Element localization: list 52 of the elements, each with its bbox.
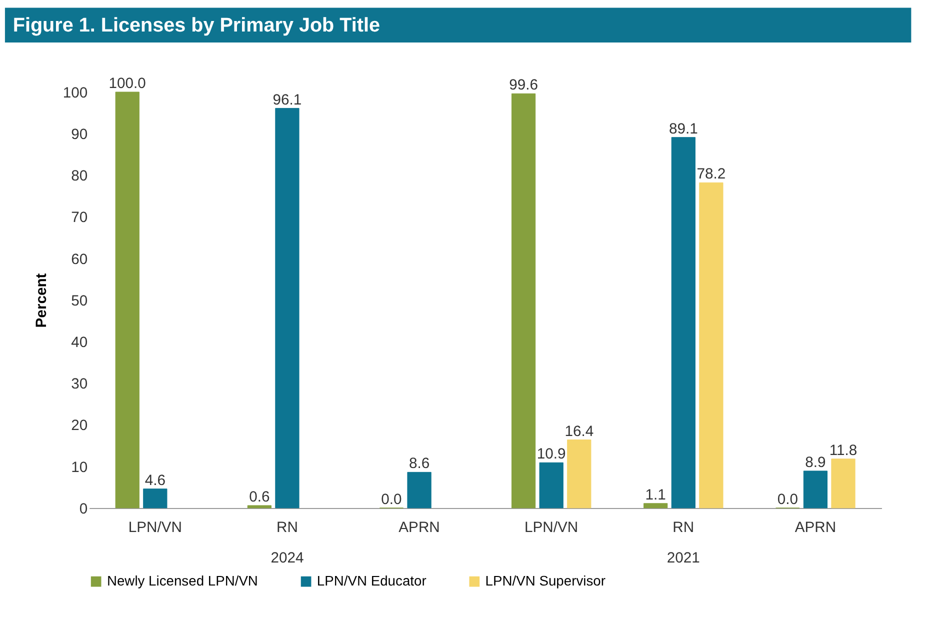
y-tick-label: 90 <box>71 127 88 144</box>
x-tick-label: LPN/VN <box>128 520 182 536</box>
bar <box>803 470 828 508</box>
x-tick-label: APRN <box>398 520 440 536</box>
data-label: 8.6 <box>408 456 430 472</box>
y-tick-label: 100 <box>62 85 88 102</box>
bar <box>671 137 696 508</box>
legend-label: LPN/VN Educator <box>316 572 427 588</box>
data-label: 96.1 <box>272 92 302 108</box>
bar <box>567 440 592 508</box>
y-tick-label: 60 <box>71 252 88 268</box>
bar <box>511 93 536 508</box>
data-label: 10.9 <box>536 446 566 463</box>
chart-title: Figure 1. Licenses by Primary Job Title <box>12 14 380 37</box>
y-tick-label: 0 <box>79 501 88 518</box>
data-label: 0.6 <box>249 490 270 506</box>
bar <box>539 462 564 508</box>
y-tick-label: 70 <box>71 210 88 226</box>
bar <box>115 92 140 508</box>
data-label: 99.6 <box>509 78 538 94</box>
data-label: 1.1 <box>645 487 666 504</box>
data-label: 11.8 <box>829 442 858 459</box>
bar <box>275 108 300 508</box>
text: 2024 <box>270 550 304 566</box>
data-label: 4.6 <box>144 472 166 489</box>
y-tick-label: 20 <box>71 418 88 434</box>
y-tick-label: 40 <box>71 335 88 352</box>
data-label: 8.9 <box>805 454 826 471</box>
x-tick-label: APRN <box>794 520 836 536</box>
bar <box>247 505 272 508</box>
bar <box>143 488 168 508</box>
x-tick-label: LPN/VN <box>524 520 578 536</box>
y-tick-label: 30 <box>71 376 88 393</box>
data-label: 100.0 <box>108 76 146 92</box>
y-tick-label: 50 <box>71 293 88 310</box>
y-tick-label: 80 <box>71 168 88 185</box>
data-label: 0.0 <box>777 492 798 508</box>
bar <box>644 503 668 508</box>
bar <box>407 472 432 508</box>
legend-label: Newly Licensed LPN/VN <box>106 572 258 588</box>
bar <box>831 458 856 508</box>
x-tick-label: RN <box>276 520 298 536</box>
data-label: 16.4 <box>564 424 594 440</box>
bar <box>699 182 724 508</box>
text: 2021 <box>666 550 700 566</box>
legend-label: LPN/VN Supervisor <box>485 572 606 588</box>
data-label: 78.2 <box>696 166 726 183</box>
x-tick-label: RN <box>672 520 694 536</box>
y-tick-label: 10 <box>71 460 88 476</box>
data-label: 0.0 <box>381 492 402 508</box>
y-axis-title: Percent <box>34 273 50 328</box>
data-label: 89.1 <box>668 121 698 138</box>
